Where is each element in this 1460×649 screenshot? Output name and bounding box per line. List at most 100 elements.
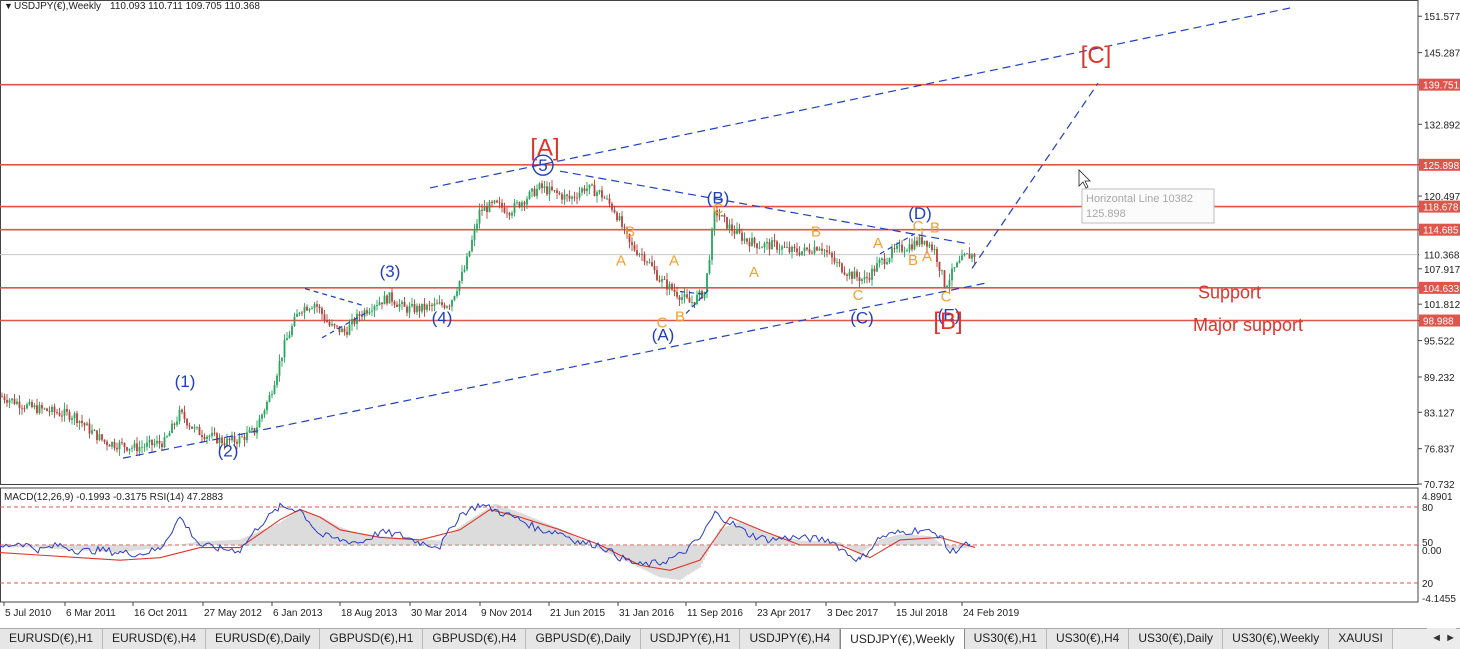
candle-body: [526, 198, 528, 205]
candle-body: [551, 186, 553, 191]
chart-tab-13[interactable]: XAUUSI: [1329, 629, 1393, 649]
chart-tab-3[interactable]: GBPUSD(€),H1: [320, 629, 424, 649]
price-axis-label: 89.232: [1424, 373, 1455, 384]
candle-body: [323, 314, 326, 321]
candle-body: [61, 415, 63, 417]
chart-tab-12[interactable]: US30(€),Weekly: [1223, 629, 1330, 649]
candle-body: [311, 308, 313, 310]
candle-body: [541, 183, 543, 189]
candle-body: [8, 400, 11, 403]
candle-body: [583, 188, 586, 192]
wave-label: [C]: [1081, 42, 1112, 69]
chart-tab-5[interactable]: GBPUSD(€),Daily: [526, 629, 641, 649]
candle-body: [33, 405, 36, 408]
candle-body: [651, 262, 653, 267]
chart-tab-6[interactable]: USDJPY(€),H1: [640, 629, 741, 649]
candle-body: [498, 202, 501, 204]
indicator-title: MACD(12,26,9) -0.1993 -0.3175 RSI(14) 47…: [4, 492, 223, 503]
macd-signal-line: [0, 508, 976, 571]
candle-body: [586, 188, 588, 192]
candle-body: [633, 244, 636, 251]
candle-body: [386, 295, 388, 304]
candle-body: [146, 442, 148, 447]
candle-body: [823, 250, 826, 252]
chart-tab-11[interactable]: US30(€),Daily: [1129, 629, 1224, 649]
candle-body: [821, 248, 823, 251]
wave-label: C: [853, 287, 864, 304]
candle-body: [966, 253, 968, 255]
price-axis-label: 145.287: [1424, 49, 1460, 60]
time-axis-label: 30 Mar 2014: [411, 608, 468, 619]
candle-body: [13, 398, 16, 405]
candle-body: [763, 243, 766, 248]
candle-body: [558, 193, 561, 195]
price-axis-label: 107.917: [1424, 265, 1460, 276]
horizontal-level-label: 125.898: [1423, 161, 1460, 172]
candle-body: [81, 420, 83, 424]
candle-body: [791, 246, 793, 253]
candle-body: [631, 242, 633, 245]
candle-body: [423, 303, 426, 310]
candle-body: [881, 258, 883, 261]
candle-body: [331, 324, 333, 326]
chart-tab-7[interactable]: USDJPY(€),H4: [740, 629, 841, 649]
candle-body: [971, 254, 973, 259]
horizontal-level-marker: [1419, 314, 1460, 327]
candle-body: [703, 291, 706, 299]
chart-tab-0[interactable]: EURUSD(€),H1: [0, 629, 104, 649]
candle-body: [691, 301, 693, 303]
wave-label: (4): [432, 308, 453, 327]
symbol-dropdown-icon: ▼: [4, 1, 13, 11]
candle-body: [1, 396, 3, 398]
chart-tab-4[interactable]: GBPUSD(€),H4: [423, 629, 527, 649]
trendline: [971, 82, 1099, 269]
wave-label: (D): [908, 204, 932, 223]
candle-body: [968, 253, 971, 259]
candle-body: [676, 291, 678, 297]
chart-tab-10[interactable]: US30(€),H4: [1047, 629, 1130, 649]
chart-tab-8[interactable]: USDJPY(€),Weekly: [840, 629, 965, 649]
candle-body: [138, 446, 141, 452]
candle-body: [513, 202, 516, 213]
candle-body: [511, 212, 513, 216]
chart-tab-9[interactable]: US30(€),H1: [964, 629, 1047, 649]
time-axis-label: 18 Aug 2013: [341, 608, 398, 619]
price-axis-label: 83.127: [1424, 408, 1455, 419]
wave-label: A: [616, 252, 626, 269]
candle-body: [711, 229, 713, 260]
candle-body: [718, 215, 721, 217]
candle-body: [483, 206, 486, 211]
time-axis-label: 15 Jul 2018: [896, 608, 948, 619]
chart-tab-1[interactable]: EURUSD(€),H4: [103, 629, 207, 649]
tab-scroll-arrows[interactable]: ◄ ►: [1427, 628, 1456, 648]
candle-body: [51, 406, 53, 412]
candle-body: [293, 316, 296, 327]
horizontal-level-marker: [1419, 281, 1460, 294]
chart-tab-2[interactable]: EURUSD(€),Daily: [206, 629, 321, 649]
candle-body: [163, 436, 166, 448]
candle-body: [186, 419, 188, 426]
price-axis-label: 70.732: [1424, 480, 1455, 491]
candle-body: [338, 326, 341, 333]
indicator-axis-label: 20: [1422, 579, 1434, 590]
candle-body: [621, 216, 623, 227]
candle-body: [818, 248, 821, 251]
candle-body: [366, 310, 368, 314]
candle-body: [908, 244, 911, 251]
candle-body: [721, 214, 723, 217]
candle-body: [38, 405, 41, 413]
candle-body: [108, 445, 111, 447]
candle-body: [153, 443, 156, 446]
candle-body: [231, 435, 233, 441]
candle-body: [943, 270, 946, 288]
candle-body: [828, 252, 831, 254]
candle-body: [368, 311, 371, 314]
candle-body: [876, 263, 878, 272]
candle-body: [748, 241, 751, 247]
chart-area[interactable]: 151.577 145.287 139.751 132.892 125.898 120.4…: [0, 0, 1460, 628]
candle-body: [233, 435, 236, 442]
candle-body: [268, 395, 271, 402]
candle-body: [281, 357, 283, 361]
horizontal-level-label: 98.988: [1423, 317, 1454, 328]
candle-body: [593, 185, 596, 197]
